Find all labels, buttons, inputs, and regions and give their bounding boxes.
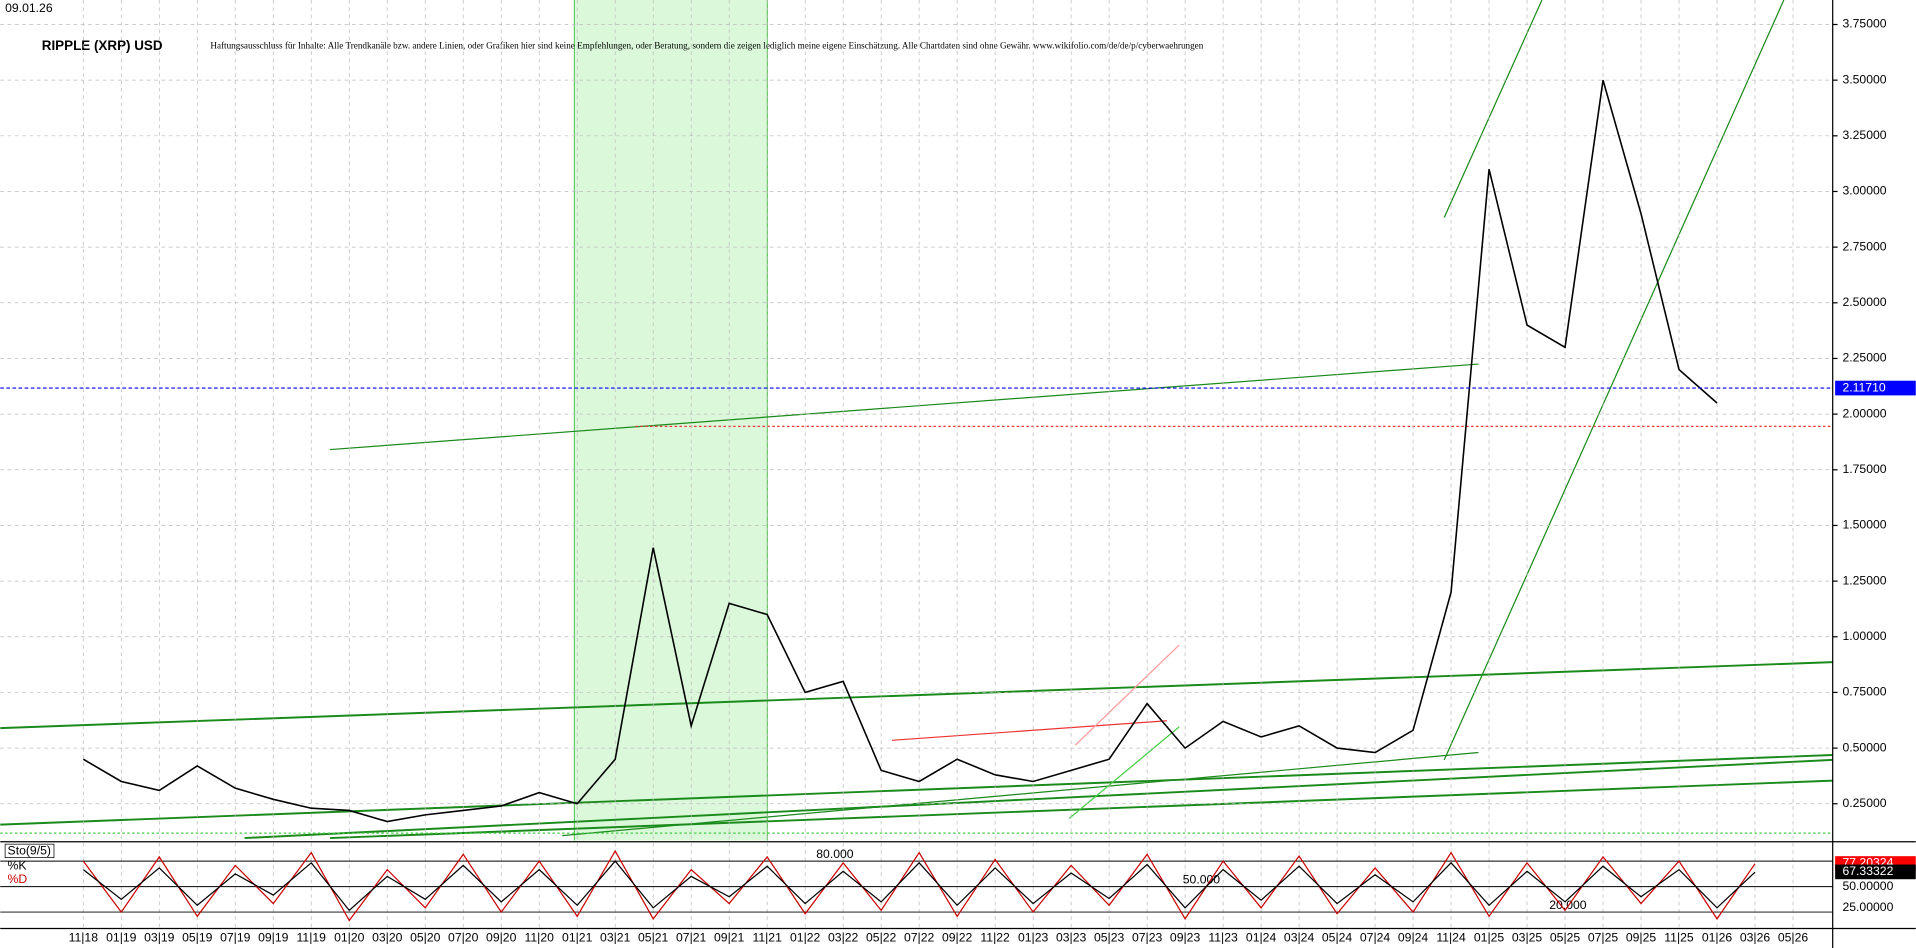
- x-tick-label: 03|23: [1056, 930, 1087, 944]
- x-tick-label: 09|22: [942, 930, 973, 944]
- x-tick-label: 09|24: [1398, 930, 1429, 944]
- y-tick-label: 0.50000: [1842, 740, 1886, 754]
- x-tick-label: 03|21: [600, 930, 631, 944]
- y-tick-label: 2.00000: [1842, 406, 1886, 420]
- x-tick-label: 01|20: [334, 930, 365, 944]
- x-tick-label: 01|24: [1246, 930, 1277, 944]
- x-tick-label: 05|22: [866, 930, 897, 944]
- x-tick-label: 05|26: [1778, 930, 1809, 944]
- y-tick-label: 3.00000: [1842, 184, 1886, 198]
- y-tick-label: 3.50000: [1842, 72, 1886, 86]
- x-tick-label: 07|24: [1360, 930, 1391, 944]
- date: 09.01.26: [5, 1, 53, 15]
- y-tick-label: 1.50000: [1842, 518, 1886, 532]
- x-tick-label: 01|23: [1018, 930, 1049, 944]
- x-tick-label: 01|19: [106, 930, 137, 944]
- x-tick-label: 01|25: [1474, 930, 1505, 944]
- title: RIPPLE (XRP) USD: [42, 38, 163, 53]
- x-tick-label: 05|24: [1322, 930, 1353, 944]
- y-tick-label: 1.00000: [1842, 629, 1886, 643]
- x-tick-label: 05|20: [410, 930, 441, 944]
- x-tick-label: 11|22: [980, 930, 1010, 944]
- x-tick-label: 09|20: [486, 930, 517, 944]
- stoch-line: [82, 849, 1756, 922]
- y-tick-label: 2.25000: [1842, 351, 1886, 365]
- x-tick-label: 09|19: [258, 930, 289, 944]
- x-tick-label: 01|22: [790, 930, 821, 944]
- x-tick-label: 07|25: [1588, 930, 1619, 944]
- x-tick-label: 05|19: [182, 930, 213, 944]
- level-label: 50.000: [1183, 873, 1221, 887]
- x-tick-label: 11|21: [752, 930, 782, 944]
- x-tick-label: 07|19: [220, 930, 251, 944]
- x-tick-label: 03|22: [828, 930, 859, 944]
- x-tick-label: 03|24: [1284, 930, 1315, 944]
- x-tick-label: 09|25: [1626, 930, 1657, 944]
- y-tick-label: 1.25000: [1842, 573, 1886, 587]
- price-line: [82, 79, 1718, 823]
- y-tick-label: 50.00000: [1842, 879, 1893, 893]
- x-tick-label: 03|25: [1512, 930, 1543, 944]
- level-label: 80.000: [816, 847, 854, 861]
- x-tick-label: 05|21: [638, 930, 669, 944]
- y-tick-label: 0.25000: [1842, 796, 1886, 810]
- x-tick-label: 01|21: [562, 930, 593, 944]
- x-tick-label: 11|18: [69, 930, 99, 944]
- value-box: [1835, 864, 1916, 880]
- x-tick-label: 05|23: [1094, 930, 1125, 944]
- x-tick-label: 07|20: [448, 930, 479, 944]
- x-tick-label: 03|19: [144, 930, 175, 944]
- legend-box: [4, 843, 55, 858]
- x-tick-label: 09|23: [1170, 930, 1201, 944]
- current-label: 2.11710: [1842, 380, 1885, 394]
- value-box-label: 67.33322: [1842, 864, 1893, 878]
- y-tick-label: 2.50000: [1842, 295, 1886, 309]
- red-trend: [891, 720, 1167, 741]
- y-tick-label: 3.75000: [1842, 17, 1886, 31]
- y-tick-label: 1.75000: [1842, 462, 1886, 476]
- x-tick-label: 03|26: [1740, 930, 1771, 944]
- x-tick-label: 07|22: [904, 930, 935, 944]
- legend-d: %D: [8, 872, 28, 886]
- legend-k: %K: [8, 858, 27, 872]
- y-tick-label: 25.00000: [1842, 900, 1893, 914]
- legend: Sto(9/5): [8, 844, 51, 858]
- x-tick-label: 05|25: [1550, 930, 1581, 944]
- x-tick-label: 11|20: [525, 930, 555, 944]
- red-trend: [1074, 644, 1180, 746]
- x-tick-label: 11|24: [1436, 930, 1466, 944]
- x-tick-label: 01|26: [1702, 930, 1733, 944]
- x-tick-label: 03|20: [372, 930, 403, 944]
- x-tick-label: 11|25: [1664, 930, 1694, 944]
- x-tick-label: 07|21: [676, 930, 707, 944]
- stoch-line: [82, 860, 1756, 912]
- y-tick-label: 3.25000: [1842, 128, 1886, 142]
- y-tick-label: 0.75000: [1842, 685, 1886, 699]
- current-box: [1835, 380, 1916, 396]
- trend-lines: [0, 0, 1833, 840]
- highlight-zone: [574, 0, 768, 841]
- x-tick-label: 09|21: [714, 930, 745, 944]
- x-tick-label: 07|23: [1132, 930, 1163, 944]
- x-tick-label: 11|19: [297, 930, 327, 944]
- disclaimer: Haftungsausschluss für Inhalte: Alle Tre…: [210, 41, 1203, 51]
- y-tick-label: 2.75000: [1842, 239, 1886, 253]
- x-tick-label: 11|23: [1208, 930, 1238, 944]
